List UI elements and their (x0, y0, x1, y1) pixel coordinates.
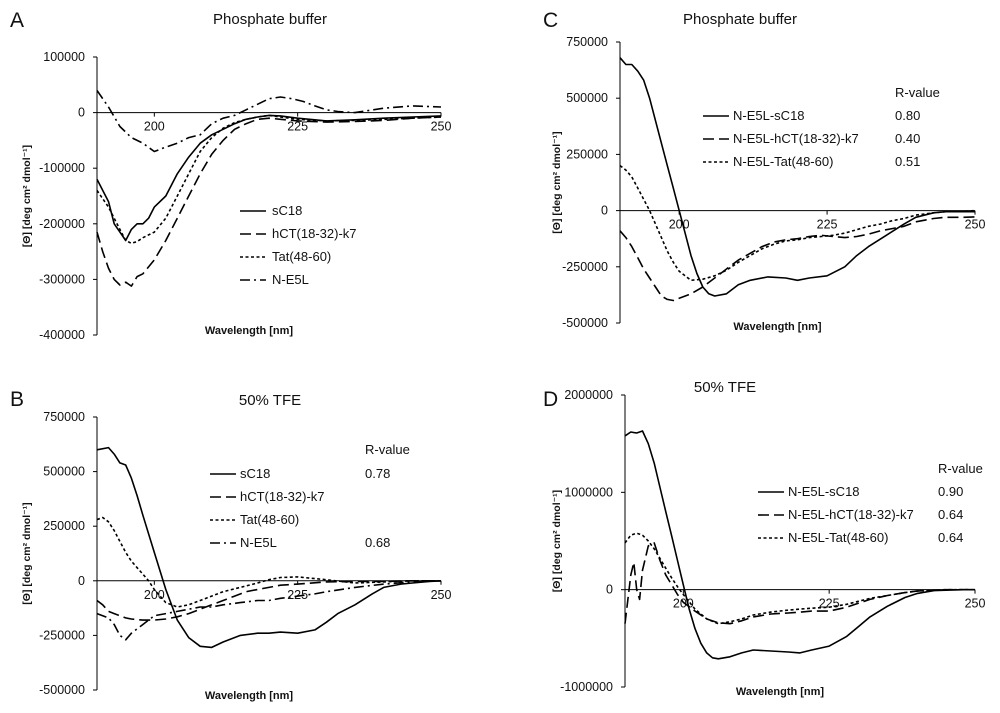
panel-a-ytick-label: -400000 (39, 328, 85, 342)
panel-a-series-line (96, 89, 442, 153)
panel-b-xtick-label: 225 (287, 588, 308, 602)
panel-d-title: 50% TFE (694, 379, 756, 396)
panel-a-legend-label: N-E5L (272, 272, 309, 287)
panel-d-r-value-header: R-value (938, 461, 983, 476)
panel-d-xtick-label: 250 (965, 597, 986, 611)
panel-d-legend-label: N-E5L-hCT(18-32)-k7 (788, 507, 914, 522)
panel-b-legend-label: N-E5L (240, 535, 277, 550)
panel-a: A Phosphate buffer -400000 -300000 -200000 -1… (10, 9, 451, 342)
panel-c-title: Phosphate buffer (683, 11, 797, 28)
panel-b-series-line (96, 446, 442, 649)
panel-a-ytick-label: -300000 (39, 272, 85, 286)
panel-b-r-value: 0.68 (365, 535, 390, 550)
panel-a-xtick-label: 200 (144, 120, 165, 134)
panel-b-y-label: [Θ] [deg cm² dmol⁻¹] (21, 502, 33, 604)
panel-c-ytick-label: -500000 (562, 316, 608, 330)
panel-a-xtick-label: 225 (287, 120, 308, 134)
panel-b-xtick-label: 250 (431, 588, 452, 602)
panel-d-ytick-label: 1000000 (564, 485, 613, 499)
panel-b-r-value-header: R-value (365, 442, 410, 457)
panel-b-ytick-label: 0 (78, 574, 85, 588)
panel-a-ytick-label: -100000 (39, 161, 85, 175)
panel-b-ytick-label: 750000 (43, 410, 85, 424)
panel-d-legend-label: N-E5L-sC18 (788, 484, 860, 499)
panel-c-letter: C (543, 9, 558, 32)
panel-d-r-value: 0.64 (938, 530, 963, 545)
panel-a-ytick-label: 100000 (43, 50, 85, 64)
panel-a-series-line (96, 116, 442, 287)
panel-a-series-line (96, 114, 442, 242)
panel-c-legend-label: N-E5L-hCT(18-32)-k7 (733, 131, 859, 146)
panel-c-series-line (619, 164, 976, 282)
panel-c-y-label: [Θ] [deg cm² dmol⁻¹] (551, 131, 563, 233)
panel-b-xtick-label: 200 (144, 588, 165, 602)
panel-d-r-value: 0.64 (938, 507, 963, 522)
panel-a-legend-label: sC18 (272, 203, 302, 218)
panel-a-x-label: Wavelength [nm] (205, 325, 294, 337)
panel-b-series-line (96, 579, 441, 621)
panel-b-x-label: Wavelength [nm] (205, 690, 294, 702)
panel-c-legend-label: N-E5L-Tat(48-60) (733, 154, 833, 169)
panel-b-letter: B (10, 388, 24, 411)
panel-c-series-line (619, 57, 975, 297)
panel-a-title: Phosphate buffer (213, 11, 327, 28)
panel-c-legend-label: N-E5L-sC18 (733, 108, 805, 123)
panel-c-r-value: 0.51 (895, 154, 920, 169)
panel-c-ytick-label: 0 (601, 204, 608, 218)
panel-d-xtick-label: 225 (819, 597, 840, 611)
panel-b-ytick-label: 250000 (43, 519, 85, 533)
panel-b-r-value: 0.78 (365, 466, 390, 481)
panel-b-series-line (96, 580, 442, 641)
panel-c-r-value: 0.80 (895, 108, 920, 123)
panel-a-y-label: [Θ] [deg cm² dmol⁻¹] (21, 145, 33, 247)
panel-c-ytick-label: 250000 (566, 147, 608, 161)
panel-a-legend-label: hCT(18-32)-k7 (272, 226, 357, 241)
panel-a-letter: A (10, 9, 24, 32)
panel-d-r-value: 0.90 (938, 484, 963, 499)
panel-d-series-line (624, 532, 975, 625)
panel-c-xtick-label: 250 (965, 218, 986, 232)
panel-b-ytick-label: 500000 (43, 465, 85, 479)
panel-d-series-line (624, 430, 975, 660)
panel-b-legend-label: hCT(18-32)-k7 (240, 489, 325, 504)
panel-b-legend-label: Tat(48-60) (240, 512, 299, 527)
panel-d-letter: D (543, 388, 558, 411)
panel-d-ytick-label: 0 (606, 583, 613, 597)
panel-c-ytick-label: 750000 (566, 35, 608, 49)
panel-a-ytick-label: 0 (78, 106, 85, 120)
panel-a-series-line (96, 114, 442, 245)
panel-c-r-value: 0.40 (895, 131, 920, 146)
panel-c-ytick-label: 500000 (566, 91, 608, 105)
panel-d-y-label: [Θ] [deg cm² dmol⁻¹] (551, 490, 563, 592)
panel-b-ytick-label: -500000 (39, 683, 85, 697)
panel-c-r-value-header: R-value (895, 85, 940, 100)
panel-d-x-label: Wavelength [nm] (736, 686, 825, 698)
panel-c-xtick-label: 200 (669, 218, 690, 232)
panel-c-x-label: Wavelength [nm] (733, 321, 822, 333)
panel-b: B 50% TFE -500000 -250000 0 250000 500000 75000… (10, 388, 451, 702)
panel-c-ytick-label: -250000 (562, 260, 608, 274)
panel-b-ytick-label: -250000 (39, 628, 85, 642)
panel-a-xtick-label: 250 (431, 120, 452, 134)
panel-c-series-line (619, 216, 976, 302)
panel-b-title: 50% TFE (239, 392, 301, 409)
panel-d-legend-label: N-E5L-Tat(48-60) (788, 530, 888, 545)
panel-d-series-line (624, 542, 975, 625)
panel-d-ytick-label: 2000000 (564, 388, 613, 402)
panel-c-xtick-label: 225 (817, 218, 838, 232)
panel-a-legend-label: Tat(48-60) (272, 249, 331, 264)
panel-d-ytick-label: -1000000 (560, 680, 613, 694)
panel-b-legend-label: sC18 (240, 466, 270, 481)
panel-a-ytick-label: -200000 (39, 217, 85, 231)
panel-c: C Phosphate buffer -500000 -250000 0 250000 50… (543, 9, 985, 333)
